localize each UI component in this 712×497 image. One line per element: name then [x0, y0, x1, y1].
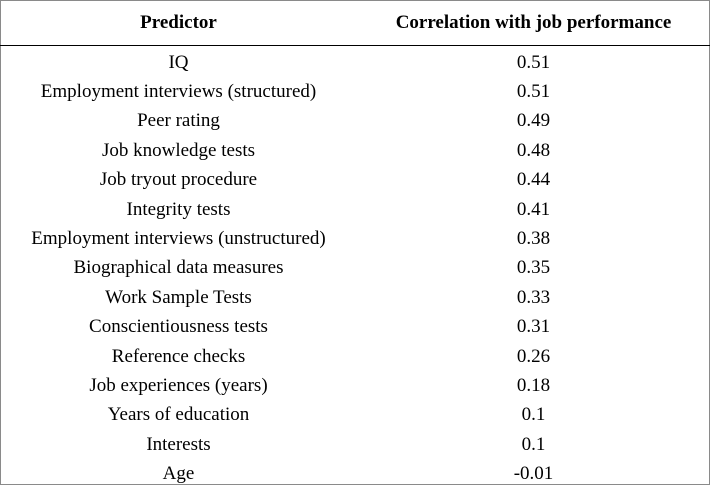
correlation-cell: 0.35 [357, 254, 710, 283]
predictor-cell: Employment interviews (structured) [0, 77, 357, 106]
table-row: Peer rating 0.49 [0, 107, 710, 136]
header-correlation: Correlation with job performance [357, 0, 710, 46]
predictor-cell: Integrity tests [0, 195, 357, 224]
predictor-cell: Work Sample Tests [0, 283, 357, 312]
predictor-cell: Reference checks [0, 342, 357, 371]
correlation-cell: 0.49 [357, 107, 710, 136]
table-body: IQ 0.51 Employment interviews (structured)… [0, 46, 710, 489]
correlation-cell: -0.01 [357, 459, 710, 488]
correlation-cell: 0.51 [357, 46, 710, 78]
table-row: IQ 0.51 [0, 46, 710, 78]
correlation-cell: 0.1 [357, 401, 710, 430]
table-row: Job experiences (years) 0.18 [0, 371, 710, 400]
header-row: Predictor Correlation with job performan… [0, 0, 710, 46]
correlation-cell: 0.51 [357, 77, 710, 106]
predictor-cell: Interests [0, 430, 357, 459]
correlation-cell: 0.44 [357, 166, 710, 195]
correlation-cell: 0.41 [357, 195, 710, 224]
correlation-cell: 0.38 [357, 224, 710, 253]
table-row: Integrity tests 0.41 [0, 195, 710, 224]
correlation-cell: 0.26 [357, 342, 710, 371]
predictor-cell: Job experiences (years) [0, 371, 357, 400]
table-row: Employment interviews (unstructured) 0.38 [0, 224, 710, 253]
correlation-cell: 0.18 [357, 371, 710, 400]
predictor-cell: Employment interviews (unstructured) [0, 224, 357, 253]
predictor-cell: Conscientiousness tests [0, 313, 357, 342]
table-row: Employment interviews (structured) 0.51 [0, 77, 710, 106]
table-row: Age -0.01 [0, 459, 710, 488]
correlation-cell: 0.48 [357, 136, 710, 165]
predictor-cell: Job knowledge tests [0, 136, 357, 165]
predictor-cell: IQ [0, 46, 357, 78]
table-row: Years of education 0.1 [0, 401, 710, 430]
predictor-cell: Peer rating [0, 107, 357, 136]
table-row: Job knowledge tests 0.48 [0, 136, 710, 165]
table-row: Biographical data measures 0.35 [0, 254, 710, 283]
correlation-cell: 0.31 [357, 313, 710, 342]
table-row: Work Sample Tests 0.33 [0, 283, 710, 312]
table-row: Interests 0.1 [0, 430, 710, 459]
predictor-cell: Job tryout procedure [0, 166, 357, 195]
correlation-cell: 0.33 [357, 283, 710, 312]
correlation-cell: 0.1 [357, 430, 710, 459]
table-row: Job tryout procedure 0.44 [0, 166, 710, 195]
table-row: Conscientiousness tests 0.31 [0, 313, 710, 342]
table-row: Reference checks 0.26 [0, 342, 710, 371]
predictor-cell: Biographical data measures [0, 254, 357, 283]
predictor-cell: Years of education [0, 401, 357, 430]
table-header: Predictor Correlation with job performan… [0, 0, 710, 46]
header-predictor: Predictor [0, 0, 357, 46]
predictor-cell: Age [0, 459, 357, 488]
